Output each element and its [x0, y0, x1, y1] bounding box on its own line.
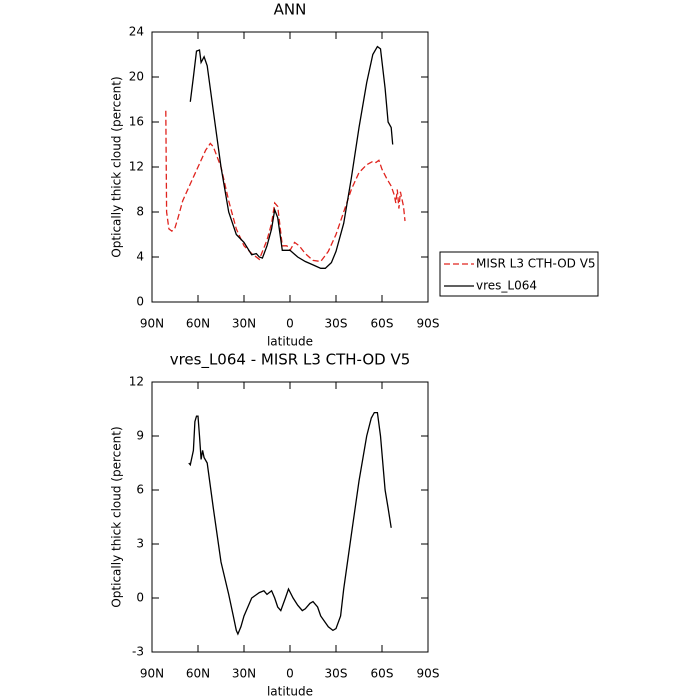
y-tick-label: 12: [129, 375, 144, 389]
x-tick-label: 90N: [140, 667, 164, 681]
data-line: [188, 411, 392, 636]
legend-label: vres_L064: [476, 279, 537, 293]
y-tick-label: 3: [136, 537, 144, 551]
legend-box: [439, 251, 599, 297]
y-tick-label: 6: [136, 483, 144, 497]
y-tick-label: 12: [129, 160, 144, 174]
y-tick-label: -3: [132, 645, 144, 659]
y-tick-label: 0: [136, 295, 144, 309]
y-tick-label: 16: [129, 115, 144, 129]
plot-frame: [151, 381, 429, 653]
x-tick-label: 90S: [417, 667, 440, 681]
x-tick-label: 0: [286, 317, 294, 331]
y-axis-label: Optically thick cloud (percent): [110, 76, 124, 257]
y-tick-label: 8: [136, 205, 144, 219]
y-tick-label: 24: [129, 25, 144, 39]
chart-title: ANN: [274, 1, 307, 19]
x-tick-label: 60N: [186, 667, 210, 681]
x-tick-label: 30S: [325, 667, 348, 681]
x-axis-label: latitude: [267, 335, 313, 349]
chart-title: vres_L064 - MISR L3 CTH-OD V5: [170, 351, 411, 370]
y-tick-label: 4: [136, 250, 144, 264]
x-tick-label: 30S: [325, 317, 348, 331]
x-tick-label: 60S: [371, 317, 394, 331]
x-tick-label: 60N: [186, 317, 210, 331]
legend-label: MISR L3 CTH-OD V5: [476, 257, 596, 271]
x-tick-label: 30N: [232, 317, 256, 331]
plot-frame: [151, 31, 429, 303]
data-line: [189, 45, 394, 269]
data-line: [165, 110, 406, 263]
legend: MISR L3 CTH-OD V5 vres_L064: [439, 251, 599, 297]
y-tick-label: 0: [136, 591, 144, 605]
x-axis-label: latitude: [267, 685, 313, 699]
x-tick-label: 90S: [417, 317, 440, 331]
y-tick-label: 9: [136, 429, 144, 443]
x-tick-label: 90N: [140, 317, 164, 331]
y-tick-label: 20: [129, 70, 144, 84]
x-tick-label: 60S: [371, 667, 394, 681]
y-axis-label: Optically thick cloud (percent): [110, 426, 124, 607]
x-tick-label: 0: [286, 667, 294, 681]
x-tick-label: 30N: [232, 667, 256, 681]
